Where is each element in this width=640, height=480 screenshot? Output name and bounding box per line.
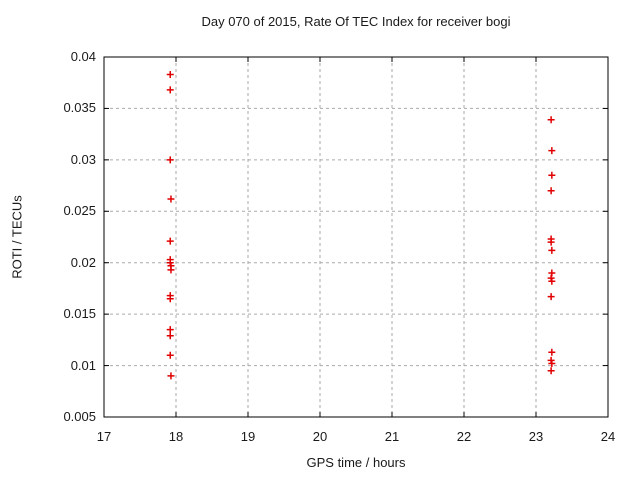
y-tick-label: 0.025 [63,203,96,219]
data-point-marker [548,171,556,179]
y-tick-label: 0.035 [63,100,96,116]
x-tick-label: 23 [528,429,544,444]
data-point-marker [547,116,555,124]
y-tick-label: 0.04 [70,49,96,64]
x-axis-title: GPS time / hours [306,455,406,470]
chart-title: Day 070 of 2015, Rate Of TEC Index for r… [201,14,511,29]
y-tick-label: 0.01 [70,357,96,373]
data-point-marker [547,367,555,375]
data-point-marker [548,348,556,356]
data-point-marker [167,266,175,274]
data-point-marker [166,156,174,164]
data-point-marker [547,293,555,301]
data-point-marker [167,195,175,203]
data-point-marker [166,237,174,245]
data-point-marker [548,360,556,368]
data-point-marker [166,326,174,334]
data-point-marker [166,295,174,303]
data-point-marker [547,187,555,195]
x-tick-label: 18 [168,429,184,444]
x-tick-label: 19 [240,429,256,444]
data-point-marker [166,351,174,359]
x-tick-label: 17 [96,429,112,444]
x-tick-label: 21 [384,429,400,444]
plot-border [103,56,609,418]
data-point-marker [548,246,556,254]
data-point-marker [166,86,174,94]
y-tick-label: 0.02 [70,254,96,270]
data-point-marker [166,70,174,78]
data-point-marker [548,277,556,285]
data-point-marker [547,238,555,246]
x-tick-label: 20 [312,429,328,444]
y-tick-label: 0.005 [63,409,96,424]
data-point-marker [167,372,175,380]
y-tick-label: 0.03 [70,151,96,167]
data-point-marker [166,332,174,340]
x-tick-label: 24 [600,429,616,444]
y-tick-label: 0.015 [63,306,96,322]
data-point-marker [548,147,556,155]
x-tick-label: 22 [456,429,472,444]
